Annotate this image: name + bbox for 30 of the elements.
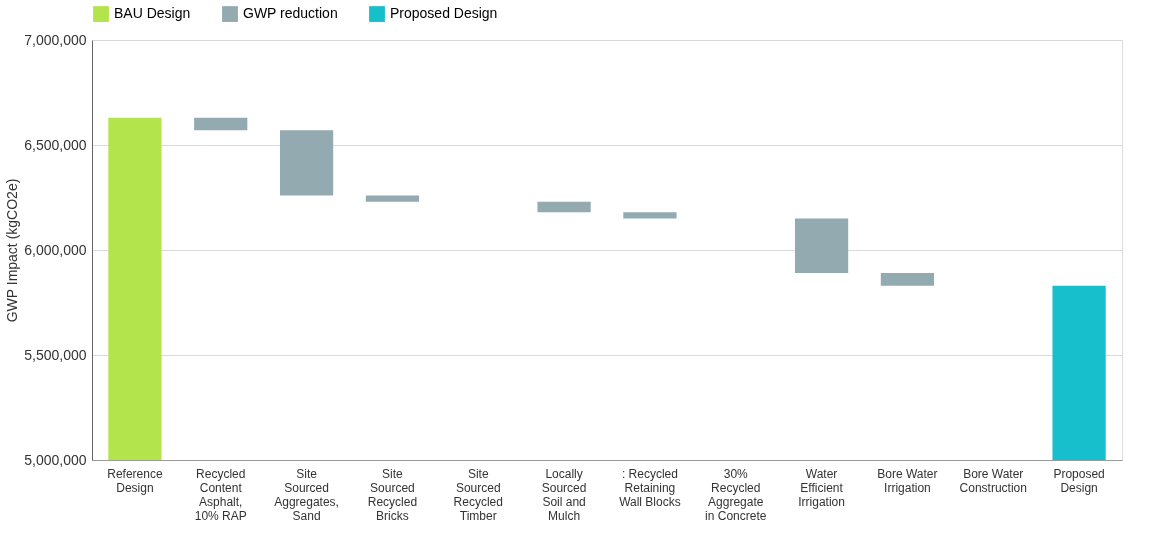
bar: [537, 201, 591, 213]
x-tick-label: Site Sourced Recycled Timber: [453, 466, 503, 523]
bar: [365, 195, 420, 202]
bar: [794, 218, 849, 274]
legend-label: GWP reduction: [243, 5, 338, 22]
y-tick-label: 5,500,000: [24, 346, 87, 363]
y-axis-title: GWP Impact (kgCO2e): [4, 178, 21, 323]
bar: [194, 117, 248, 131]
x-tick-label: Water Efficient Irrigation: [798, 466, 845, 509]
y-tick-label: 5,000,000: [24, 451, 87, 468]
bar: [880, 273, 935, 286]
bar: [279, 130, 334, 196]
y-tick-label: 7,000,000: [24, 31, 87, 48]
x-tick-label: Proposed Design: [1053, 466, 1105, 495]
y-tick-label: 6,000,000: [24, 241, 87, 258]
x-tick-label: Bore Water Construction: [959, 466, 1027, 495]
bar: [108, 117, 162, 460]
legend-label: Proposed Design: [390, 5, 498, 22]
x-tick-label: Recycled Content Asphalt, 10% RAP: [194, 466, 247, 523]
x-tick-label: Site Sourced Aggregates, Sand: [274, 466, 339, 523]
bar: [1052, 285, 1106, 460]
x-tick-label: 30% Recycled Aggregate in Concrete: [705, 466, 767, 523]
x-tick-label: : Recycled Retaining Wall Blocks: [619, 466, 681, 509]
y-tick-label: 6,500,000: [24, 136, 87, 153]
legend-label: BAU Design: [114, 5, 191, 22]
x-tick-label: Site Sourced Recycled Bricks: [367, 466, 418, 523]
x-tick-label: Bore Water Irrigation: [877, 466, 938, 495]
x-tick-label: Locally Sourced Soil and Mulch: [541, 466, 587, 523]
bar: [623, 212, 677, 219]
x-tick-label: Reference Design: [107, 466, 163, 495]
